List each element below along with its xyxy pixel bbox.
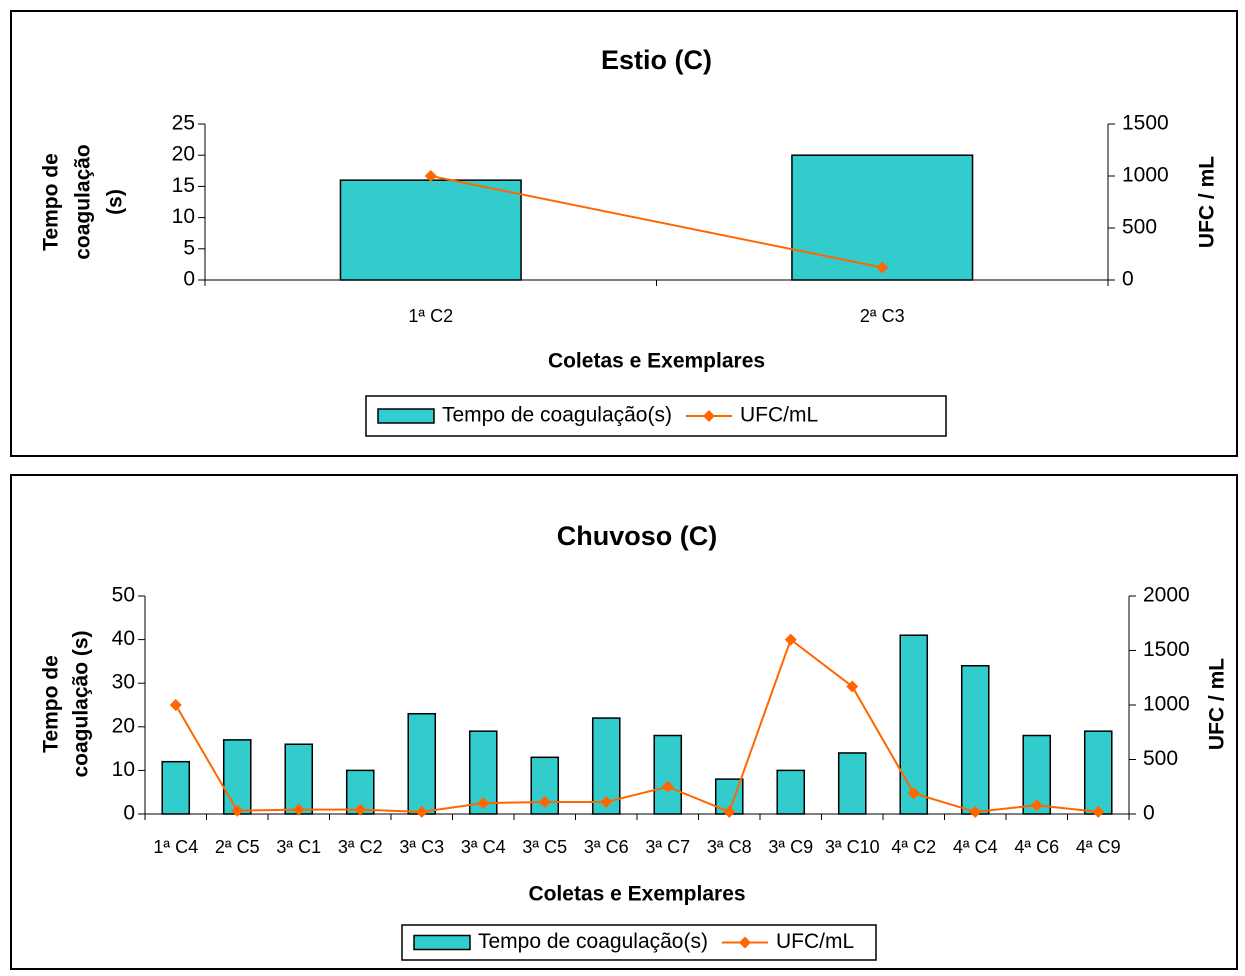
- ufc-point: [846, 680, 859, 693]
- y-axis-title: coagulação: [72, 144, 95, 260]
- ufc-point: [969, 805, 982, 818]
- ufc-point: [723, 805, 736, 818]
- legend-marker-swatch: [702, 410, 715, 422]
- y2-tick-label: 1500: [1143, 638, 1190, 661]
- ufc-point: [354, 803, 367, 816]
- x-tick-label: 1ª C4: [153, 837, 198, 857]
- ufc-point: [231, 804, 244, 817]
- legend-label-ufc: UFC/mL: [776, 930, 854, 953]
- bar: [1083, 730, 1113, 815]
- legend-label-tempo: Tempo de coagulação(s): [442, 404, 672, 427]
- x-tick-label: 3ª C1: [276, 837, 321, 857]
- y2-tick-label: 500: [1143, 747, 1178, 770]
- x-axis-title: Coletas e Exemplares: [548, 350, 765, 373]
- x-tick-label: 3ª C9: [768, 837, 813, 857]
- x-tick-label: 3ª C5: [522, 837, 567, 857]
- y-tick-label: 5: [183, 236, 195, 259]
- bar: [653, 734, 683, 815]
- ufc-point: [424, 170, 437, 182]
- x-tick-label: 2ª C5: [215, 837, 260, 857]
- x-tick-label: 4ª C9: [1076, 837, 1121, 857]
- y2-tick-label: 1500: [1122, 112, 1169, 135]
- y2-axis-title: UFC / mL: [1206, 658, 1229, 750]
- x-tick-label: 3ª C6: [584, 837, 629, 857]
- y-tick-label: 10: [112, 758, 135, 781]
- ufc-line: [430, 175, 883, 269]
- ufc-point: [292, 803, 305, 816]
- y2-tick-label: 1000: [1143, 693, 1190, 716]
- bar: [837, 752, 867, 815]
- y-tick-label: 15: [172, 174, 195, 197]
- legend-bar-swatch: [413, 934, 471, 951]
- x-tick-label: 3ª C10: [825, 837, 880, 857]
- y2-tick-label: 0: [1122, 268, 1134, 291]
- x-tick-label: 3ª C3: [399, 837, 444, 857]
- y2-tick-label: 500: [1122, 216, 1157, 239]
- bar: [407, 712, 437, 815]
- x-tick-label: 3ª C8: [707, 837, 752, 857]
- legend-marker-swatch: [738, 936, 751, 949]
- y-tick-label: 0: [183, 268, 195, 291]
- y-tick-label: 25: [172, 112, 195, 135]
- ufc-point: [600, 796, 613, 809]
- ufc-point: [784, 633, 797, 646]
- chart-chuvoso: Chuvoso (C) 0 10 20 30 40 50 0 500 1000 1500 2000 1ª…: [10, 474, 1238, 970]
- y-tick-label: 30: [112, 671, 135, 694]
- y2-axis-title: UFC / mL: [1196, 156, 1219, 248]
- x-tick-label: 3ª C4: [461, 837, 506, 857]
- ufc-point: [1092, 805, 1105, 818]
- y-tick-label: 20: [112, 714, 135, 737]
- bar: [960, 665, 990, 815]
- ufc-point: [538, 796, 551, 809]
- legend-box: [401, 924, 877, 961]
- y-tick-label: 50: [112, 584, 135, 607]
- x-tick-label: 4ª C4: [953, 837, 998, 857]
- ufc-point: [169, 699, 182, 711]
- y2-tick-label: 0: [1143, 802, 1155, 825]
- ufc-point: [907, 787, 920, 800]
- x-tick-label: 4ª C6: [1014, 837, 1059, 857]
- y2-tick-label: 2000: [1143, 584, 1190, 607]
- y-axis-title: (s): [104, 189, 127, 215]
- chart-title: Chuvoso (C): [557, 521, 717, 551]
- bar: [791, 154, 974, 281]
- x-tick-label: 3ª C2: [338, 837, 383, 857]
- ufc-point: [477, 797, 490, 810]
- chart-title: Estio (C): [601, 45, 712, 75]
- y-axis-title: Tempo de: [40, 153, 63, 251]
- y-axis-title: Tempo de: [40, 655, 63, 753]
- bar: [899, 634, 929, 815]
- x-tick-label: 2ª C3: [860, 306, 905, 326]
- chart-chuvoso-svg: Chuvoso (C)0102030405005001000150020001ª…: [40, 521, 1229, 961]
- y-tick-label: 10: [172, 205, 195, 228]
- bar: [161, 760, 191, 815]
- ufc-point: [415, 805, 428, 818]
- legend-bar-swatch: [377, 408, 435, 424]
- legend-label-tempo: Tempo de coagulação(s): [478, 930, 708, 953]
- chart-estio: Estio (C) 0 5 10 15 20 25 0 500 1000 1500 1ª C2 2ª C…: [10, 10, 1238, 457]
- x-axis-title: Coletas e Exemplares: [528, 883, 745, 906]
- ufc-point: [1030, 799, 1043, 812]
- y-axis-title: coagulação (s): [70, 630, 93, 777]
- bar: [339, 179, 522, 281]
- y2-tick-label: 1000: [1122, 164, 1169, 187]
- chart-estio-svg: Estio (C) 0 5 10 15 20 25 0 500 1000 1500 1ª C2 2ª C…: [40, 45, 1219, 437]
- legend-box: [365, 395, 947, 437]
- y-tick-label: 0: [123, 802, 135, 825]
- ufc-point: [876, 261, 889, 274]
- y-tick-label: 20: [172, 143, 195, 166]
- bar: [222, 739, 252, 815]
- y-tick-label: 40: [112, 627, 135, 650]
- bar: [776, 769, 806, 815]
- ufc-point: [661, 780, 674, 793]
- bar: [284, 743, 314, 815]
- ufc-line: [174, 637, 1099, 814]
- x-tick-label: 4ª C2: [891, 837, 936, 857]
- x-tick-label: 3ª C7: [645, 837, 690, 857]
- legend-label-ufc: UFC/mL: [740, 404, 818, 427]
- x-tick-label: 1ª C2: [408, 306, 453, 326]
